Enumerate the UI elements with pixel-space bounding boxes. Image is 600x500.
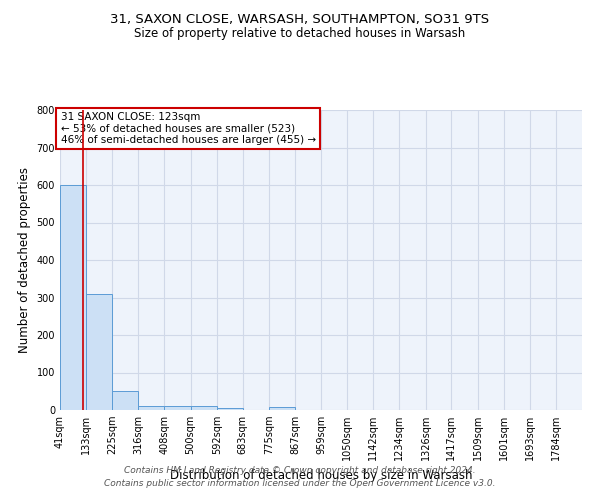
Text: 31 SAXON CLOSE: 123sqm
← 53% of detached houses are smaller (523)
46% of semi-de: 31 SAXON CLOSE: 123sqm ← 53% of detached… <box>61 112 316 145</box>
Text: 31, SAXON CLOSE, WARSASH, SOUTHAMPTON, SO31 9TS: 31, SAXON CLOSE, WARSASH, SOUTHAMPTON, S… <box>110 12 490 26</box>
Bar <box>86 294 112 410</box>
Bar <box>217 408 242 410</box>
X-axis label: Distribution of detached houses by size in Warsash: Distribution of detached houses by size … <box>170 468 472 481</box>
Bar <box>269 408 295 410</box>
Bar <box>60 185 86 410</box>
Text: Size of property relative to detached houses in Warsash: Size of property relative to detached ho… <box>134 28 466 40</box>
Bar <box>112 391 138 410</box>
Bar <box>191 406 217 410</box>
Bar <box>138 406 164 410</box>
Y-axis label: Number of detached properties: Number of detached properties <box>18 167 31 353</box>
Bar <box>164 406 191 410</box>
Text: Contains HM Land Registry data © Crown copyright and database right 2024.
Contai: Contains HM Land Registry data © Crown c… <box>104 466 496 487</box>
